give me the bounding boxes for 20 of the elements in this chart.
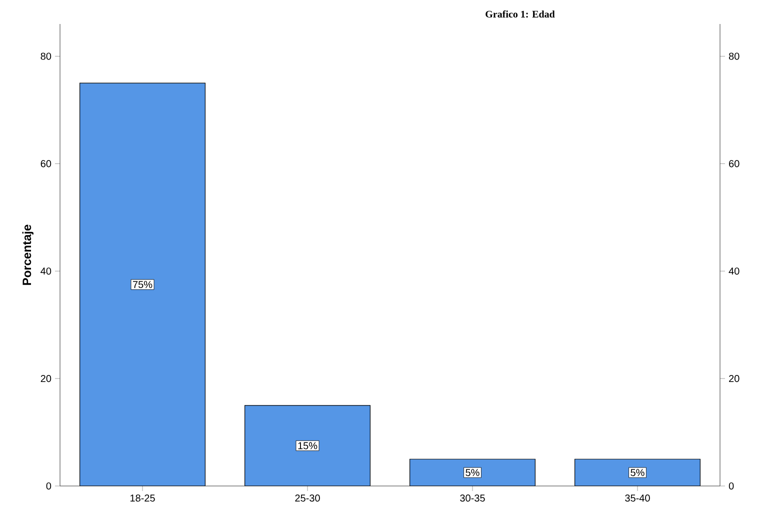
- y-tick-label: 60: [40, 160, 52, 168]
- data-label: 15%: [298, 442, 318, 450]
- y-tick-label: 40: [40, 268, 52, 275]
- x-tick-label: 18-25: [130, 494, 155, 502]
- x-tick-label: 30-35: [460, 494, 485, 502]
- y-tick-label: 0: [46, 482, 52, 490]
- data-label: 75%: [133, 281, 152, 288]
- x-tick-label: 35-40: [625, 494, 650, 502]
- y2-tick-label: 80: [728, 52, 740, 60]
- y2-tick-label: 20: [729, 375, 740, 382]
- y2-tick-label: 40: [728, 268, 740, 275]
- chart-title: Grafico 1: Edad: [486, 10, 555, 18]
- y-tick-label: 20: [40, 375, 52, 382]
- y2-tick-label: 60: [729, 160, 740, 168]
- y2-tick-label: 0: [728, 482, 734, 490]
- y-axis-title: Porcentaje: [22, 224, 34, 285]
- data-label: 5%: [466, 469, 480, 476]
- data-label: 5%: [630, 469, 644, 476]
- x-tick-label: 25-30: [295, 494, 320, 502]
- y-tick-label: 80: [40, 52, 52, 60]
